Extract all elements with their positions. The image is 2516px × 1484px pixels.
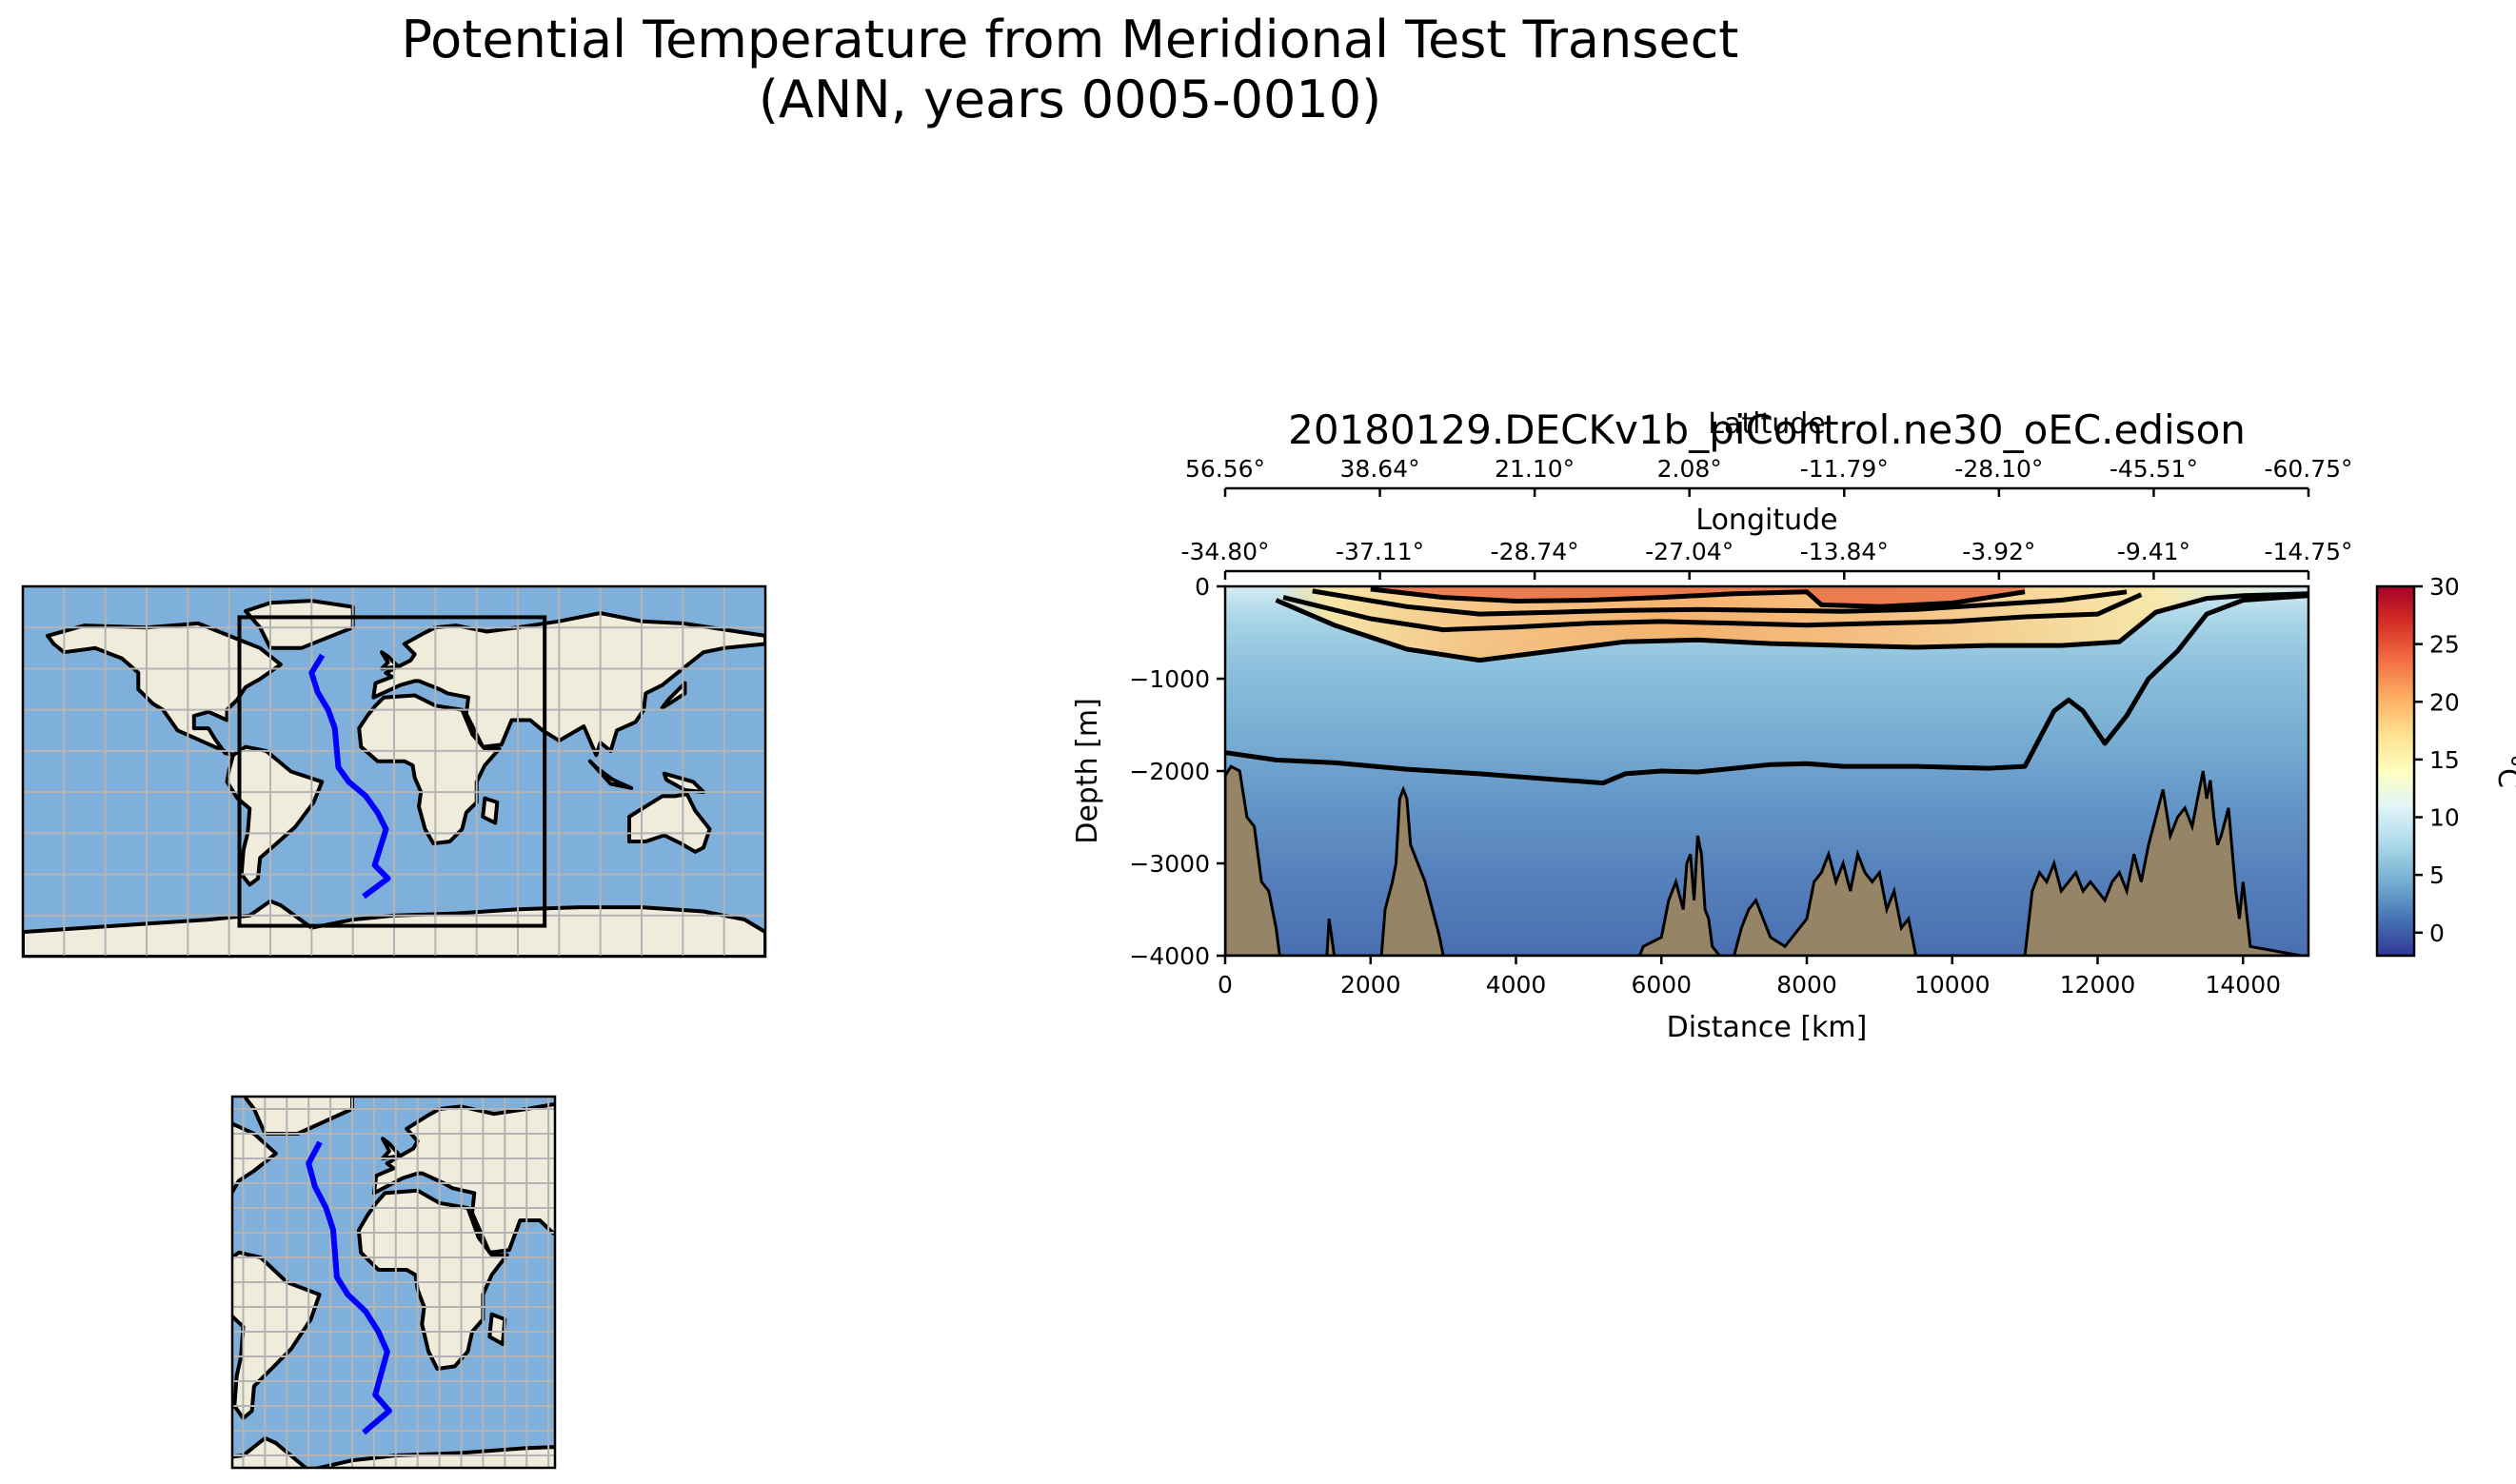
land-polygon — [371, 611, 765, 758]
figure-title: Potential Temperature from Meridional Te… — [402, 10, 1739, 69]
land-polygon — [242, 1097, 354, 1136]
colorbar-tick-label: 10 — [2429, 804, 2460, 832]
latitude-tick-label: -11.79° — [1800, 455, 1889, 483]
x-tick-label: 8000 — [1776, 971, 1837, 999]
y-tick-label: −2000 — [1129, 758, 1210, 785]
latitude-tick-label: -60.75° — [2264, 455, 2352, 483]
x-tick-label: 10000 — [1914, 971, 1991, 999]
section-hot-surface-layer — [1370, 586, 2026, 607]
y-axis-label: Depth [m] — [1071, 698, 1104, 844]
colorbar-tick-label: 30 — [2429, 573, 2460, 601]
transect-section-plot: 0 2000 4000 6000 8000 10000 12000 14000 0 −1000 −… — [1071, 406, 2353, 1044]
colorbar-ticks: 0 5 10 15 20 25 30 — [2414, 573, 2460, 947]
section-bathymetry — [1225, 764, 2308, 956]
colorbar-tick-label: 0 — [2429, 920, 2445, 947]
contour-line — [1312, 588, 2128, 617]
x-tick-label: 14000 — [2205, 971, 2281, 999]
land-polygon — [662, 771, 705, 795]
land-polygon — [603, 1270, 646, 1302]
land-polygon — [644, 1310, 729, 1379]
latitude-tick-label: 56.56° — [1185, 455, 1265, 483]
longitude-tick-label: -34.80° — [1180, 538, 1269, 565]
section-contours — [1225, 586, 2308, 786]
y-tick-label: 0 — [1195, 573, 1210, 601]
colorbar-tick-label: 15 — [2429, 746, 2460, 774]
land-polygon — [225, 744, 325, 887]
x-tick-label: 12000 — [2060, 971, 2136, 999]
figure-subtitle: (ANN, years 0005-0010) — [759, 69, 1381, 129]
colorbar-label: °C — [2491, 754, 2516, 788]
y-tick-label: −1000 — [1129, 665, 1210, 693]
latitude-tick-label: -28.10° — [1954, 455, 2043, 483]
land-polygon — [481, 796, 500, 825]
land-polygon — [487, 1312, 507, 1346]
x-axis-label: Distance [km] — [1667, 1011, 1868, 1044]
plot-title: 20180129.DECKv1b_piControl.ne30_oEC.edis… — [1288, 406, 2246, 453]
x-tick-label: 6000 — [1631, 971, 1692, 999]
longitude-tick-label: -14.75° — [2264, 538, 2352, 565]
colorbar-tick-label: 20 — [2429, 688, 2460, 716]
x-tick-label: 4000 — [1486, 971, 1547, 999]
contour-line — [1282, 592, 2143, 633]
colorbar: 0 5 10 15 20 25 30 °C — [2375, 573, 2516, 958]
longitude-tick-label: -3.92° — [1962, 538, 2035, 565]
land-polygon — [660, 681, 687, 710]
latitude-axis-ticks: 56.56° 38.64° 21.10° 2.08° -11.79° -28.10° -45… — [1185, 455, 2353, 497]
contour-line — [1370, 586, 2026, 609]
global-map-gridlines — [23, 586, 765, 957]
regional-map — [230, 1095, 729, 1470]
regional-map-gridlines — [232, 1097, 555, 1468]
latitude-tick-label: 21.10° — [1495, 455, 1575, 483]
colorbar-gradient — [2375, 584, 2416, 958]
contour-line — [1275, 591, 2308, 663]
longitude-tick-label: -28.74° — [1491, 538, 1579, 565]
contour-line — [1225, 593, 2308, 786]
transect-line-global — [308, 653, 391, 900]
x-axis-ticks: 0 2000 4000 6000 8000 10000 12000 14000 — [1218, 956, 2281, 999]
regional-extent-box — [237, 615, 547, 928]
land-polygon — [680, 1176, 703, 1205]
latitude-axis-label: Latitude — [1708, 407, 1825, 441]
global-map — [21, 584, 767, 959]
x-tick-label: 2000 — [1340, 971, 1401, 999]
global-map-frame — [21, 584, 767, 959]
regional-map-frame — [230, 1095, 557, 1470]
land-polygon — [682, 1285, 723, 1307]
longitude-tick-label: -13.84° — [1800, 538, 1889, 565]
latitude-tick-label: -45.51° — [2110, 455, 2198, 483]
land-polygon — [587, 759, 634, 790]
y-axis-ticks: 0 −1000 −2000 −3000 −4000 — [1129, 573, 1225, 970]
longitude-axis-label: Longitude — [1695, 504, 1837, 537]
x-tick-label: 0 — [1218, 971, 1233, 999]
latitude-tick-label: 38.64° — [1340, 455, 1420, 483]
colorbar-tick-label: 5 — [2429, 861, 2445, 889]
longitude-tick-label: -9.41° — [2117, 538, 2190, 565]
y-tick-label: −4000 — [1129, 942, 1210, 970]
y-tick-label: −3000 — [1129, 850, 1210, 878]
transect-line-regional — [306, 1140, 392, 1435]
colorbar-tick-label: 25 — [2429, 631, 2460, 659]
longitude-axis-ticks: -34.80° -37.11° -28.74° -27.04° -13.84° -3.92… — [1180, 538, 2353, 580]
longitude-tick-label: -37.11° — [1336, 538, 1424, 565]
land-polygon — [627, 792, 712, 854]
longitude-tick-label: -27.04° — [1645, 538, 1733, 565]
latitude-tick-label: 2.08° — [1657, 455, 1722, 483]
